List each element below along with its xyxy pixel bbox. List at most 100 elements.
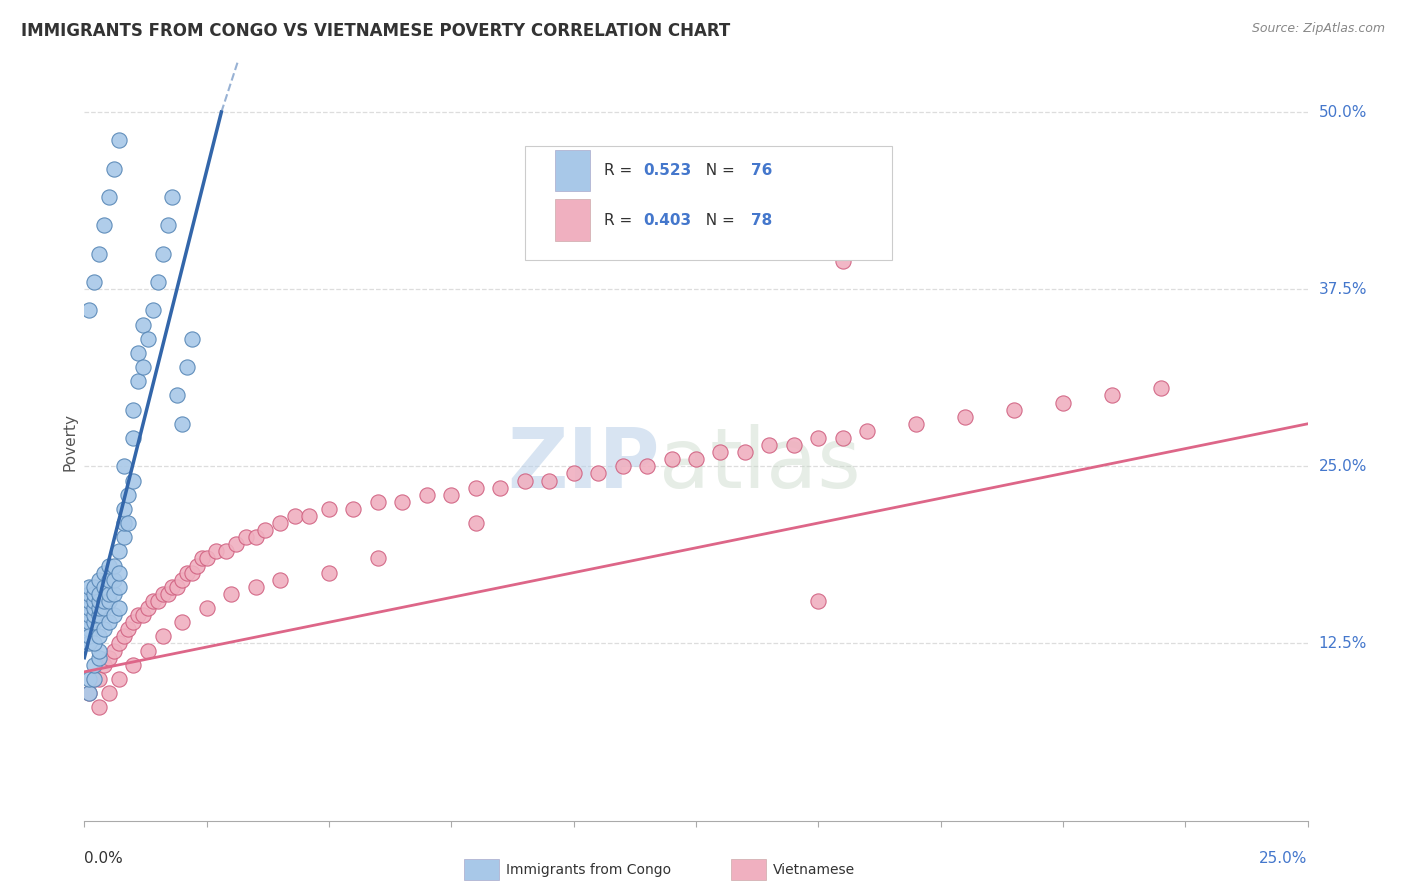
Point	[103, 161, 125, 176]
Point	[87, 643, 110, 657]
Point	[586, 467, 609, 481]
Point	[97, 190, 120, 204]
Point	[1150, 381, 1173, 395]
Point	[1052, 395, 1074, 409]
Point	[93, 580, 115, 594]
Point	[416, 488, 439, 502]
Point	[298, 508, 321, 523]
Point	[77, 601, 100, 615]
Point	[83, 275, 105, 289]
Point	[489, 481, 512, 495]
Point	[87, 700, 110, 714]
Point	[87, 672, 110, 686]
Point	[831, 253, 853, 268]
Point	[122, 402, 145, 417]
Point	[77, 615, 100, 630]
Point	[136, 332, 159, 346]
Point	[107, 672, 129, 686]
Point	[83, 587, 105, 601]
Point	[83, 615, 105, 630]
Point	[87, 608, 110, 623]
Point	[97, 686, 120, 700]
Point	[172, 417, 194, 431]
Point	[195, 601, 218, 615]
Point	[166, 580, 188, 594]
Point	[953, 409, 976, 424]
Point	[132, 360, 155, 375]
Point	[156, 219, 179, 233]
Point	[77, 580, 100, 594]
Point	[127, 374, 149, 388]
Point	[856, 424, 879, 438]
Point	[156, 587, 179, 601]
Point	[77, 623, 100, 637]
Point	[112, 530, 135, 544]
Point	[783, 438, 806, 452]
Text: 25.0%: 25.0%	[1319, 458, 1367, 474]
Point	[83, 672, 105, 686]
Point	[538, 474, 561, 488]
Point	[107, 601, 129, 615]
Point	[440, 488, 463, 502]
Point	[87, 601, 110, 615]
Point	[136, 601, 159, 615]
Point	[176, 566, 198, 580]
Point	[103, 587, 125, 601]
Point	[513, 474, 536, 488]
Point	[342, 501, 364, 516]
Point	[181, 566, 204, 580]
Point	[132, 318, 155, 332]
Point	[107, 544, 129, 558]
Point	[107, 636, 129, 650]
Point	[142, 594, 165, 608]
Point	[166, 388, 188, 402]
Point	[93, 601, 115, 615]
Point	[122, 615, 145, 630]
Text: 25.0%: 25.0%	[1260, 851, 1308, 866]
Point	[191, 551, 214, 566]
Point	[136, 643, 159, 657]
Point	[807, 431, 830, 445]
Point	[117, 516, 139, 530]
Point	[709, 445, 731, 459]
Point	[122, 474, 145, 488]
Point	[83, 601, 105, 615]
Point	[93, 623, 115, 637]
Point	[245, 580, 267, 594]
Point	[391, 495, 413, 509]
Point	[83, 657, 105, 672]
Point	[146, 594, 169, 608]
Text: N =: N =	[696, 162, 740, 178]
Point	[77, 686, 100, 700]
Point	[97, 594, 120, 608]
Point	[636, 459, 658, 474]
Text: 37.5%: 37.5%	[1319, 282, 1367, 297]
Point	[367, 495, 389, 509]
Point	[807, 594, 830, 608]
Point	[93, 594, 115, 608]
Point	[172, 615, 194, 630]
Y-axis label: Poverty: Poverty	[62, 412, 77, 471]
Point	[152, 629, 174, 643]
Point	[661, 452, 683, 467]
Text: R =: R =	[605, 212, 637, 227]
Point	[83, 672, 105, 686]
Point	[103, 608, 125, 623]
Point	[107, 133, 129, 147]
Point	[186, 558, 208, 573]
Point	[219, 587, 242, 601]
Point	[103, 643, 125, 657]
Text: Vietnamese: Vietnamese	[773, 863, 855, 877]
Point	[132, 608, 155, 623]
Point	[107, 580, 129, 594]
Point	[77, 672, 100, 686]
Point	[83, 580, 105, 594]
Point	[122, 431, 145, 445]
Point	[734, 445, 756, 459]
Point	[97, 650, 120, 665]
Point	[172, 573, 194, 587]
Point	[77, 594, 100, 608]
Point	[758, 438, 780, 452]
Text: N =: N =	[696, 212, 740, 227]
Point	[83, 608, 105, 623]
